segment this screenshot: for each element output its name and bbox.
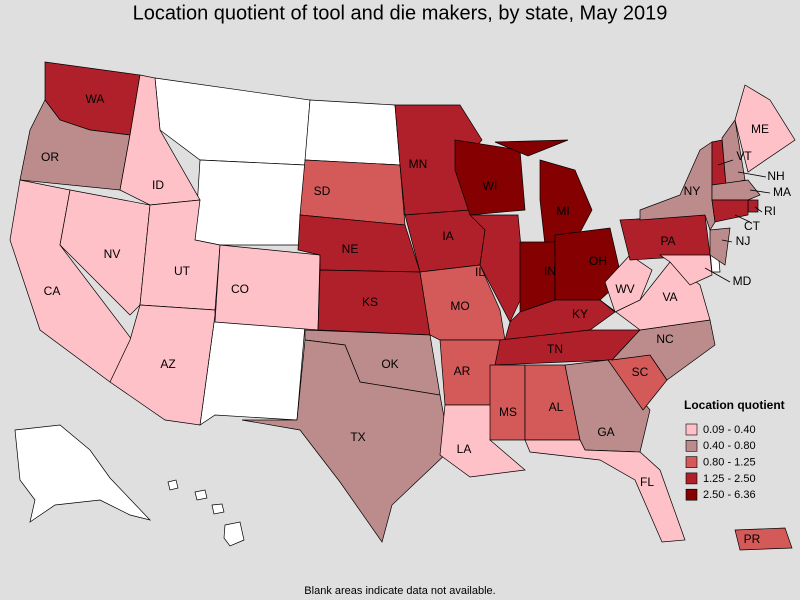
state-shape — [211, 503, 225, 515]
state-label: PA — [660, 234, 675, 248]
legend-swatch — [685, 439, 698, 452]
map-title: Location quotient of tool and die makers… — [133, 2, 668, 24]
legend: Location quotient 0.09 - 0.40 0.40 - 0.80… — [684, 398, 785, 501]
state — [109, 304, 216, 426]
state-label: UT — [174, 264, 191, 278]
state-label: OK — [381, 357, 398, 371]
state-label: NV — [104, 247, 121, 261]
leader-lines — [704, 159, 771, 283]
states — [9, 61, 796, 551]
state-shape — [154, 77, 311, 166]
state-label: CO — [231, 282, 249, 296]
state-shape — [194, 159, 306, 246]
state-label: CT — [744, 219, 761, 233]
leader-line — [717, 159, 734, 166]
state-shape — [223, 521, 245, 547]
state-label: VT — [736, 149, 752, 163]
state-label: MN — [409, 157, 428, 171]
state-label: MO — [450, 299, 469, 313]
state — [709, 227, 731, 266]
state-shape — [199, 314, 306, 426]
state-label: OR — [41, 150, 59, 164]
state-shape — [304, 99, 401, 166]
legend-label: 0.40 - 0.80 — [703, 440, 756, 452]
state-label: SD — [314, 184, 331, 198]
state-label: ID — [152, 178, 164, 192]
state-label: AL — [549, 400, 564, 414]
state — [734, 527, 793, 551]
state-label: ME — [751, 122, 769, 136]
leader-line — [704, 267, 731, 283]
state-shape — [14, 424, 152, 523]
footnote: Blank areas indicate data not available. — [304, 585, 495, 597]
state-label: NJ — [736, 234, 751, 248]
state-label: CA — [44, 284, 61, 298]
state-label: IA — [442, 229, 453, 243]
state-label: PR — [744, 532, 761, 546]
state-label: SC — [632, 365, 649, 379]
legend-swatch — [685, 423, 698, 436]
state-label: NE — [342, 242, 359, 256]
legend-swatch — [685, 456, 698, 468]
state-label: AR — [454, 364, 471, 378]
state — [241, 339, 451, 543]
leader-line — [749, 189, 771, 194]
state-label: WA — [86, 92, 105, 106]
state — [604, 254, 653, 313]
state — [747, 199, 759, 213]
state-label: WV — [615, 282, 634, 296]
state-shape — [167, 479, 179, 491]
leader-line — [734, 214, 751, 223]
legend-title: Location quotient — [684, 398, 785, 412]
state — [658, 254, 713, 286]
state-label: RI — [764, 204, 776, 218]
state-label: AZ — [160, 357, 175, 371]
legend-label: 0.80 - 1.25 — [703, 457, 756, 469]
state-label: IN — [544, 264, 556, 278]
state-label: NC — [656, 332, 674, 346]
state-label: KY — [572, 307, 588, 321]
state-label: VA — [662, 290, 677, 304]
state — [59, 189, 151, 316]
state — [489, 364, 526, 441]
legend-swatch — [685, 472, 698, 485]
state — [599, 261, 711, 331]
state-shape — [194, 489, 208, 501]
state-label: KS — [362, 295, 378, 309]
leader-line — [754, 206, 763, 213]
state-label: GA — [597, 425, 614, 439]
legend-label: 0.09 - 0.40 — [703, 424, 756, 436]
labels: WA OR CA NV ID UT AZ CO SD NE KS OK TX MN IA MO AR LA WI IL… — [41, 92, 791, 546]
state-label: MA — [773, 185, 791, 199]
legend-label: 1.25 - 2.50 — [703, 473, 756, 485]
leader-line — [737, 171, 767, 178]
legend-label: 2.50 - 6.36 — [703, 489, 756, 501]
state-label: OH — [589, 254, 607, 268]
state-label: MD — [733, 274, 752, 288]
state — [734, 84, 796, 173]
state-label: TX — [350, 430, 365, 444]
state — [524, 439, 686, 543]
state-label: TN — [547, 342, 563, 356]
state-label: NH — [767, 169, 784, 183]
state-label: FL — [640, 475, 654, 489]
state-label: LA — [457, 442, 472, 456]
state-label: IL — [475, 265, 485, 279]
state — [721, 119, 746, 186]
state-label: MS — [499, 405, 517, 419]
state-label: NY — [684, 184, 701, 198]
state-label: MI — [556, 204, 569, 218]
blank-states — [14, 77, 721, 547]
legend-swatch — [685, 488, 698, 501]
state-label: WI — [483, 179, 498, 193]
leader-line — [721, 239, 733, 243]
state — [711, 179, 761, 201]
